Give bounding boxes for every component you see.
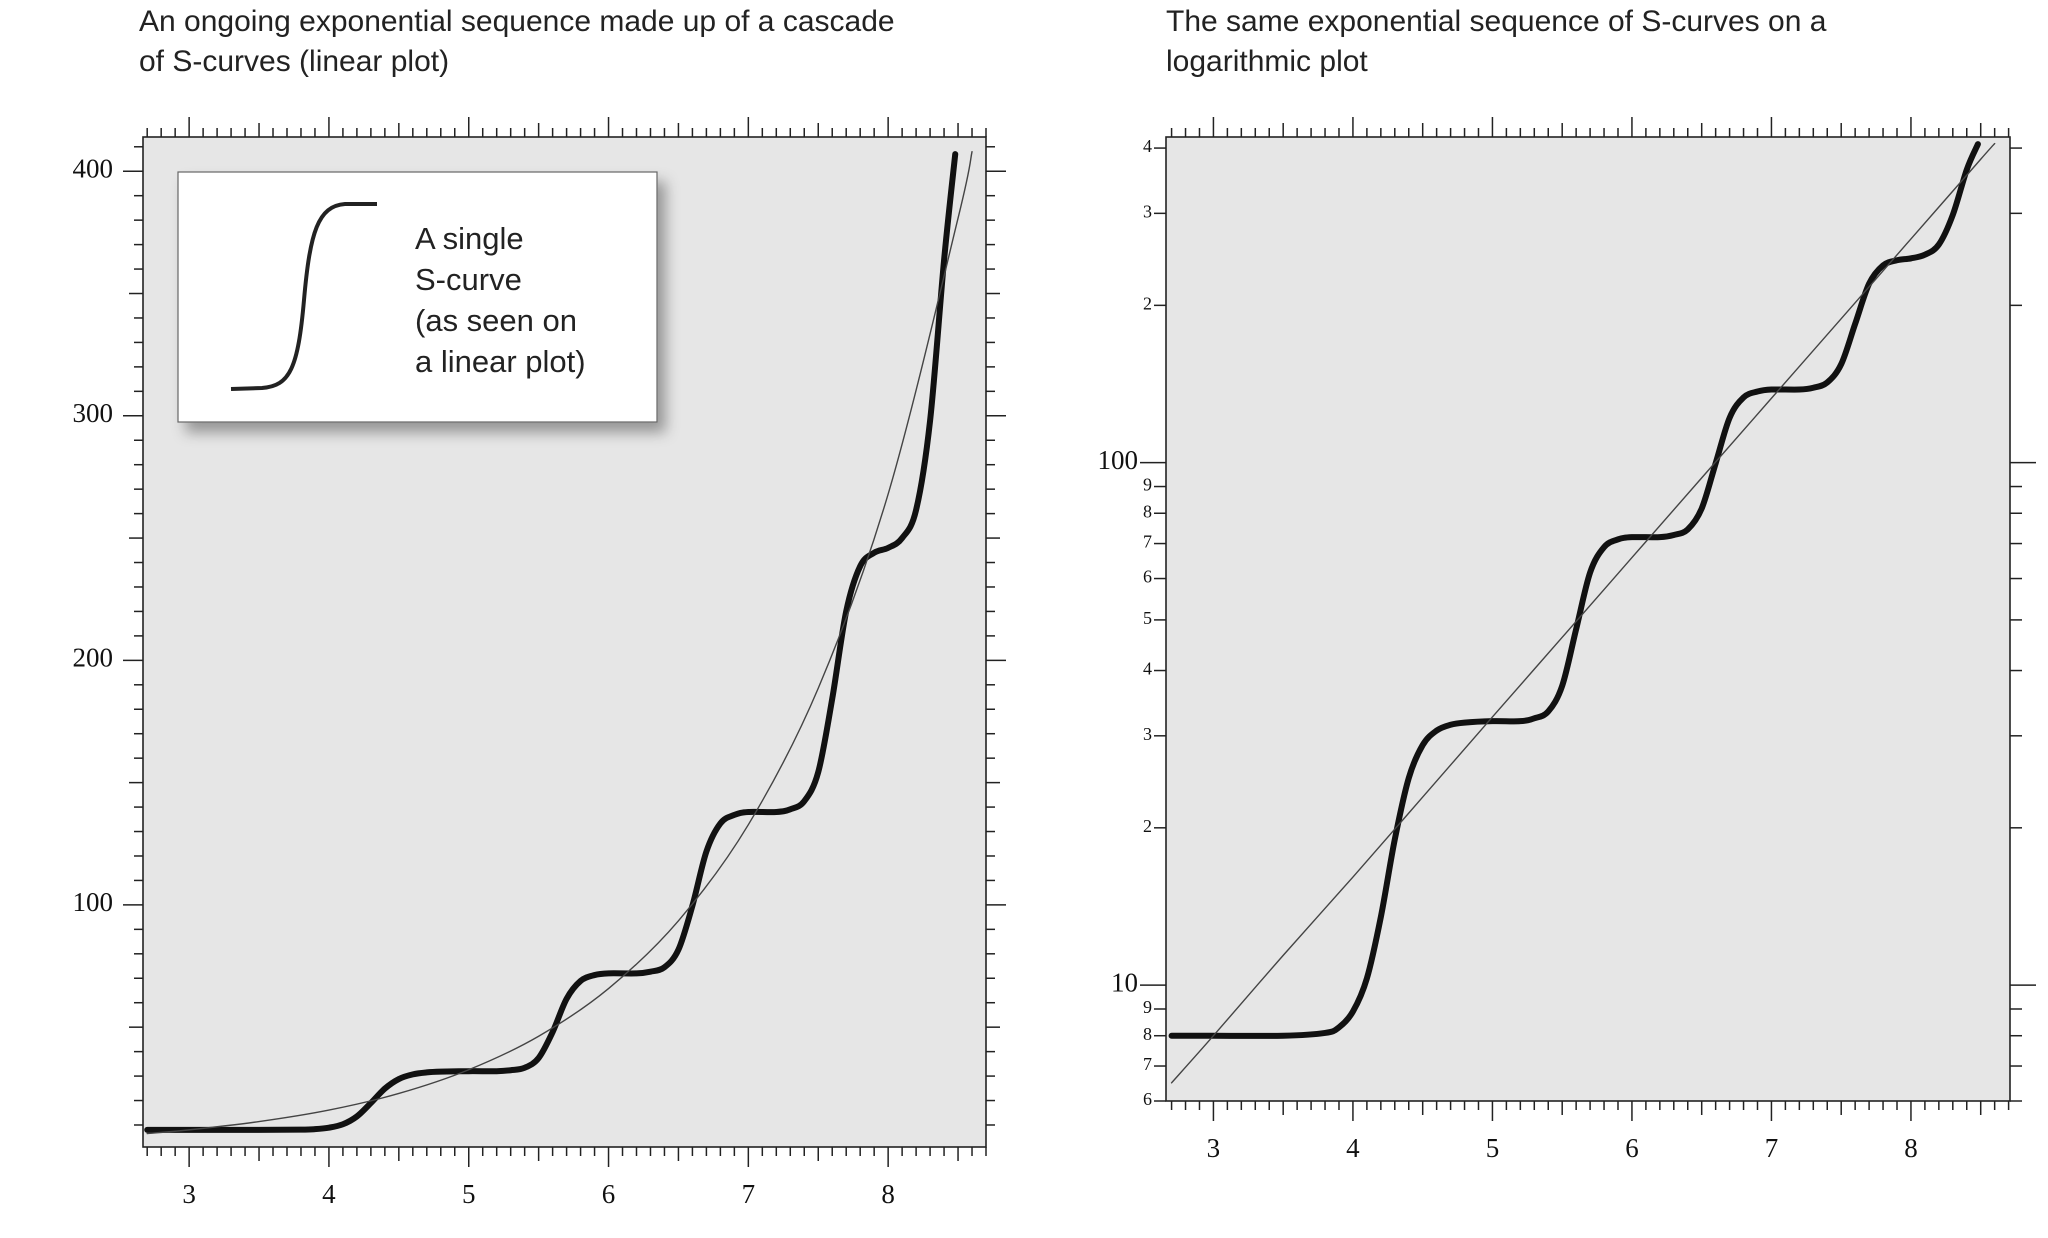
plot-frame [142, 136, 987, 1148]
s-curve-line [1168, 141, 1981, 1039]
y-tick-label: 5 [1143, 608, 1152, 628]
annotation-text: a linear plot) [415, 344, 586, 379]
annotation-text: (as seen on [415, 303, 577, 338]
x-tick-label: 4 [1346, 1133, 1360, 1163]
exponential-trend-line [1170, 142, 1996, 1084]
x-tick-label: 5 [462, 1179, 476, 1209]
x-tick-label: 3 [182, 1179, 196, 1209]
y-tick-label: 400 [73, 153, 114, 183]
y-tick-label: 9 [1143, 997, 1152, 1017]
y-tick-label: 8 [1143, 1024, 1152, 1044]
x-tick-label: 8 [881, 1179, 895, 1209]
x-tick-label: 8 [1904, 1133, 1918, 1163]
annotation-frame [177, 171, 658, 423]
x-tick-label: 6 [1625, 1133, 1639, 1163]
x-tick-label: 6 [602, 1179, 616, 1209]
y-tick-label: 200 [73, 643, 114, 673]
y-tick-label: 2 [1143, 816, 1152, 836]
x-tick-label: 5 [1486, 1133, 1500, 1163]
y-tick-label: 10 [1111, 967, 1138, 997]
y-tick-label: 6 [1143, 1089, 1152, 1109]
y-tick-label: 8 [1143, 501, 1152, 521]
y-tick-label: 7 [1143, 532, 1152, 552]
y-tick-label: 4 [1143, 136, 1152, 156]
y-tick-label: 6 [1143, 567, 1152, 587]
s-curve-icon [230, 202, 377, 391]
plot-frame [1165, 136, 2011, 1102]
y-tick-label: 4 [1143, 659, 1152, 679]
plot-background [1166, 137, 2010, 1101]
y-tick-label: 100 [1098, 445, 1139, 475]
y-tick-label: 100 [73, 887, 114, 917]
chart-title: An ongoing exponential sequence made up … [139, 5, 895, 78]
y-tick-label: 3 [1143, 724, 1152, 744]
x-tick-label: 3 [1207, 1133, 1221, 1163]
y-tick-label: 300 [73, 398, 114, 428]
x-tick-label: 4 [322, 1179, 336, 1209]
annotation-text: S-curve [415, 262, 522, 297]
x-tick-label: 7 [1765, 1133, 1779, 1163]
annotation-box: A single S-curve (as seen on a linear pl… [177, 171, 658, 423]
y-tick-label: 9 [1143, 475, 1152, 495]
exponential-trend-line [146, 150, 973, 1135]
annotation-text: A single [415, 221, 524, 256]
y-tick-label: 2 [1143, 293, 1152, 313]
y-tick-label: 3 [1143, 201, 1152, 221]
chart-title: The same exponential sequence of S-curve… [1166, 5, 1827, 78]
x-tick-label: 7 [742, 1179, 756, 1209]
y-tick-label: 7 [1143, 1054, 1152, 1074]
